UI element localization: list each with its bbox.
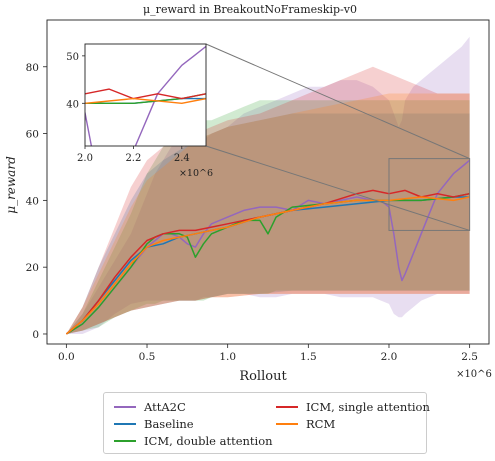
zoom-region-box (388, 158, 471, 231)
inset-y-tick-label: 50 (66, 52, 79, 63)
x-tick-label: 2.5 (461, 351, 478, 363)
x-axis-label: Rollout (239, 369, 287, 384)
band-series-4 (66, 93, 470, 334)
legend-item-icm-double: ICM, double attention (114, 433, 273, 449)
zoom-connector-line (205, 145, 470, 231)
x-axis-multiplier: ×10^6 (456, 369, 492, 380)
inset-y-tick-label: 40 (66, 99, 79, 110)
line-series-3 (65, 189, 470, 335)
x-tick-label: 1.5 (300, 351, 317, 363)
legend-swatch (114, 406, 136, 408)
legend-swatch (114, 440, 136, 442)
inset-line-series-3 (85, 88, 206, 100)
legend-item-rcm: RCM (276, 416, 335, 432)
legend-label: ICM, single attention (306, 400, 430, 414)
x-tick-label: 2.0 (381, 351, 398, 363)
y-axis-label: μ_reward (4, 156, 18, 214)
chart-title: μ_reward in BreakoutNoFrameskip-v0 (143, 3, 357, 16)
legend-item-atta2c: AttA2C (114, 399, 186, 415)
confidence-bands (66, 36, 470, 335)
inset-series-group (85, 45, 206, 146)
plot-frame (46, 19, 490, 345)
inset-x-tick-label: 2.4 (174, 153, 190, 164)
inset-frame (84, 43, 207, 147)
line-series-0 (66, 159, 471, 335)
x-tick-label: 0.5 (139, 351, 156, 363)
legend-label: RCM (306, 417, 336, 431)
legend-swatch (276, 406, 298, 408)
inset-background (85, 44, 206, 146)
legend-label: AttA2C (144, 400, 186, 414)
y-tick-label: 60 (26, 129, 39, 141)
legend-label: Baseline (144, 417, 194, 431)
x-tick-label: 0.0 (58, 351, 75, 363)
band-series-0 (66, 36, 470, 334)
y-tick-label: 80 (26, 62, 39, 74)
chart-legend: AttA2C Baseline ICM, double attention IC… (103, 392, 430, 454)
y-tick-label: 40 (26, 195, 39, 207)
zoom-connector-line (205, 43, 470, 160)
legend-label: ICM, double attention (144, 434, 273, 448)
legend-swatch (276, 423, 298, 425)
inset-x-tick-label: 2.0 (77, 153, 93, 164)
legend-swatch (114, 423, 136, 425)
inset-x-tick-label: 2.2 (125, 153, 141, 164)
band-series-1 (66, 113, 470, 334)
y-tick-label: 0 (32, 329, 39, 341)
x-tick-label: 1.0 (219, 351, 236, 363)
y-tick-label: 20 (26, 262, 39, 274)
band-series-2 (66, 100, 470, 334)
legend-item-baseline: Baseline (114, 416, 194, 432)
inset-plot: 2.0 2.2 2.4 40 50 ×10^6 (66, 43, 470, 231)
main-axes: 0.0 0.5 1.0 1.5 2.0 2.5 0 20 40 60 80 (26, 19, 490, 363)
inset-x-multiplier: ×10^6 (179, 168, 213, 179)
legend-item-icm-single: ICM, single attention (276, 399, 430, 415)
band-series-3 (66, 66, 470, 335)
